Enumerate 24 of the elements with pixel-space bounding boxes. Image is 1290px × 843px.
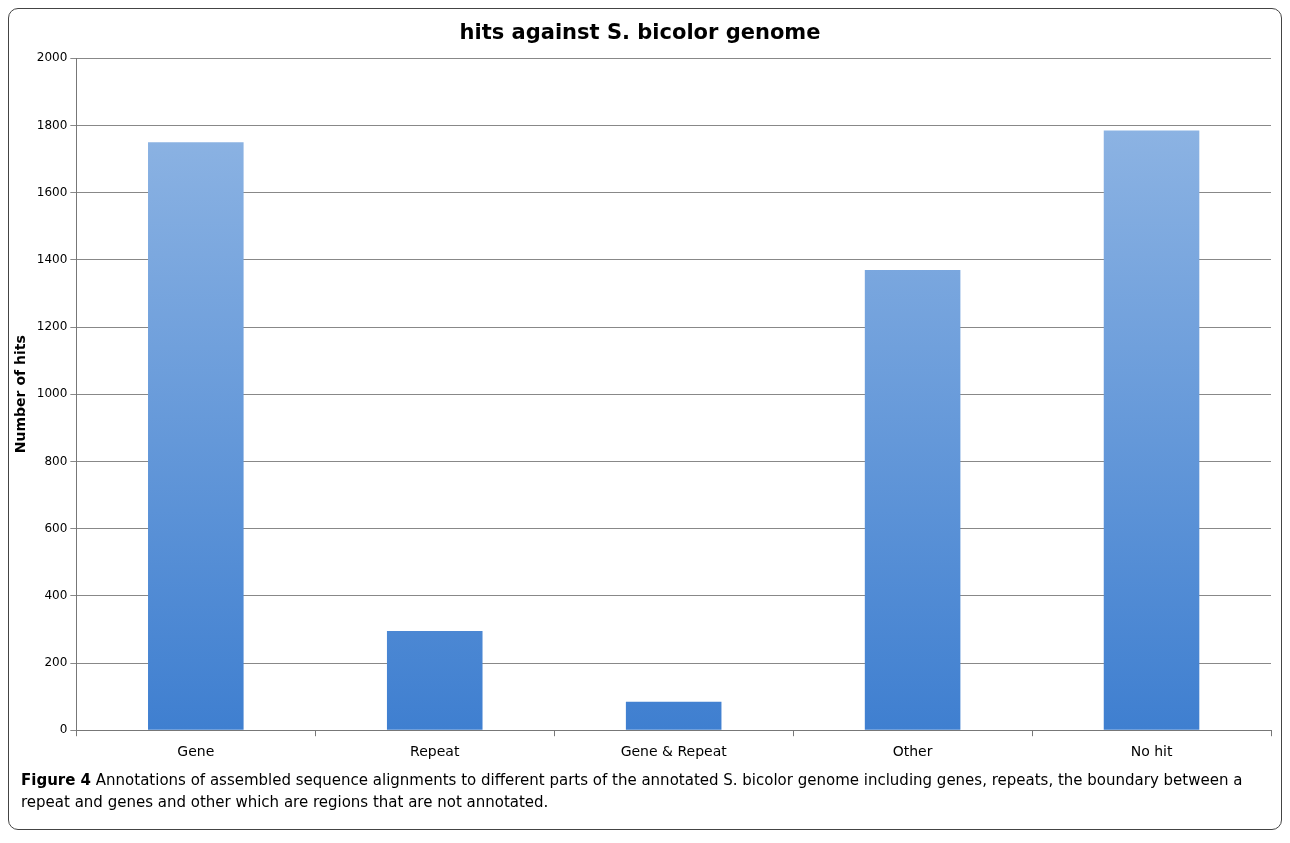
y-tick-label: 1400 [36,251,68,266]
bar [386,631,483,730]
x-tick-label: No hit [1130,743,1173,760]
y-tick-label: 400 [44,587,68,602]
y-tick-label: 2000 [36,50,68,65]
x-tick-label: Gene & Repeat [620,743,728,760]
y-axis-title: Number of hits [12,335,29,454]
y-tick-label: 0 [59,722,68,737]
y-tick-label: 800 [44,453,68,468]
bar [1103,130,1200,730]
y-tick-label: 1000 [36,386,68,401]
bar [625,701,722,730]
bar [864,269,961,730]
caption: Figure 4 Annotations of assembled sequence alignments to different parts of the annotated S. bicolor genome including genes, repeats, the boundary between a repeat and genes and other which are regions that are not annotated. [20,770,1244,813]
chart-title: hits against S. bicolor genome [459,20,821,45]
x-tick-label: Gene [177,743,215,760]
x-tick-label: Other [892,743,933,760]
bar [148,142,244,730]
x-tick-label: Repeat [410,743,460,760]
y-tick-label: 600 [44,520,68,535]
y-tick-label: 1200 [36,319,68,334]
y-tick-label: 200 [44,655,68,670]
y-tick-label: 1600 [36,184,68,199]
y-tick-label: 1800 [36,117,68,132]
